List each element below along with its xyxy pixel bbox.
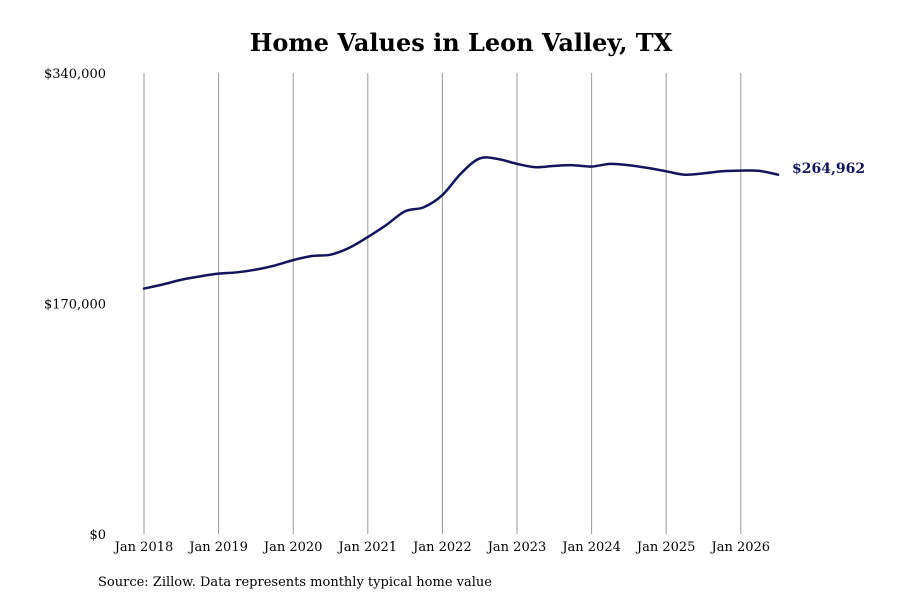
source-note: Source: Zillow. Data represents monthly … bbox=[98, 575, 492, 590]
chart-title: Home Values in Leon Valley, TX bbox=[250, 28, 673, 57]
latest-value-label: $264,962 bbox=[792, 161, 865, 177]
x-axis-ticks: Jan 2018 Jan 2019 Jan 2020 Jan 2021 Jan 2022… bbox=[113, 540, 770, 555]
vertical-gridlines bbox=[143, 73, 742, 534]
x-tick-label: Jan 2023 bbox=[486, 540, 547, 555]
x-tick-label: Jan 2024 bbox=[560, 540, 621, 555]
y-tick-label: $340,000 bbox=[44, 67, 106, 82]
x-tick-label: Jan 2021 bbox=[337, 540, 398, 555]
x-tick-label: Jan 2022 bbox=[411, 540, 472, 555]
y-axis-ticks: $0 $170,000 $340,000 bbox=[44, 67, 106, 543]
home-value-line bbox=[142, 156, 780, 290]
y-tick-label: $0 bbox=[89, 528, 106, 543]
x-tick-label: Jan 2019 bbox=[187, 540, 248, 555]
x-tick-label: Jan 2025 bbox=[635, 540, 696, 555]
x-tick-label: Jan 2020 bbox=[262, 540, 323, 555]
x-tick-label: Jan 2018 bbox=[113, 540, 174, 555]
y-tick-label: $170,000 bbox=[44, 298, 106, 313]
x-tick-label: Jan 2026 bbox=[710, 540, 771, 555]
